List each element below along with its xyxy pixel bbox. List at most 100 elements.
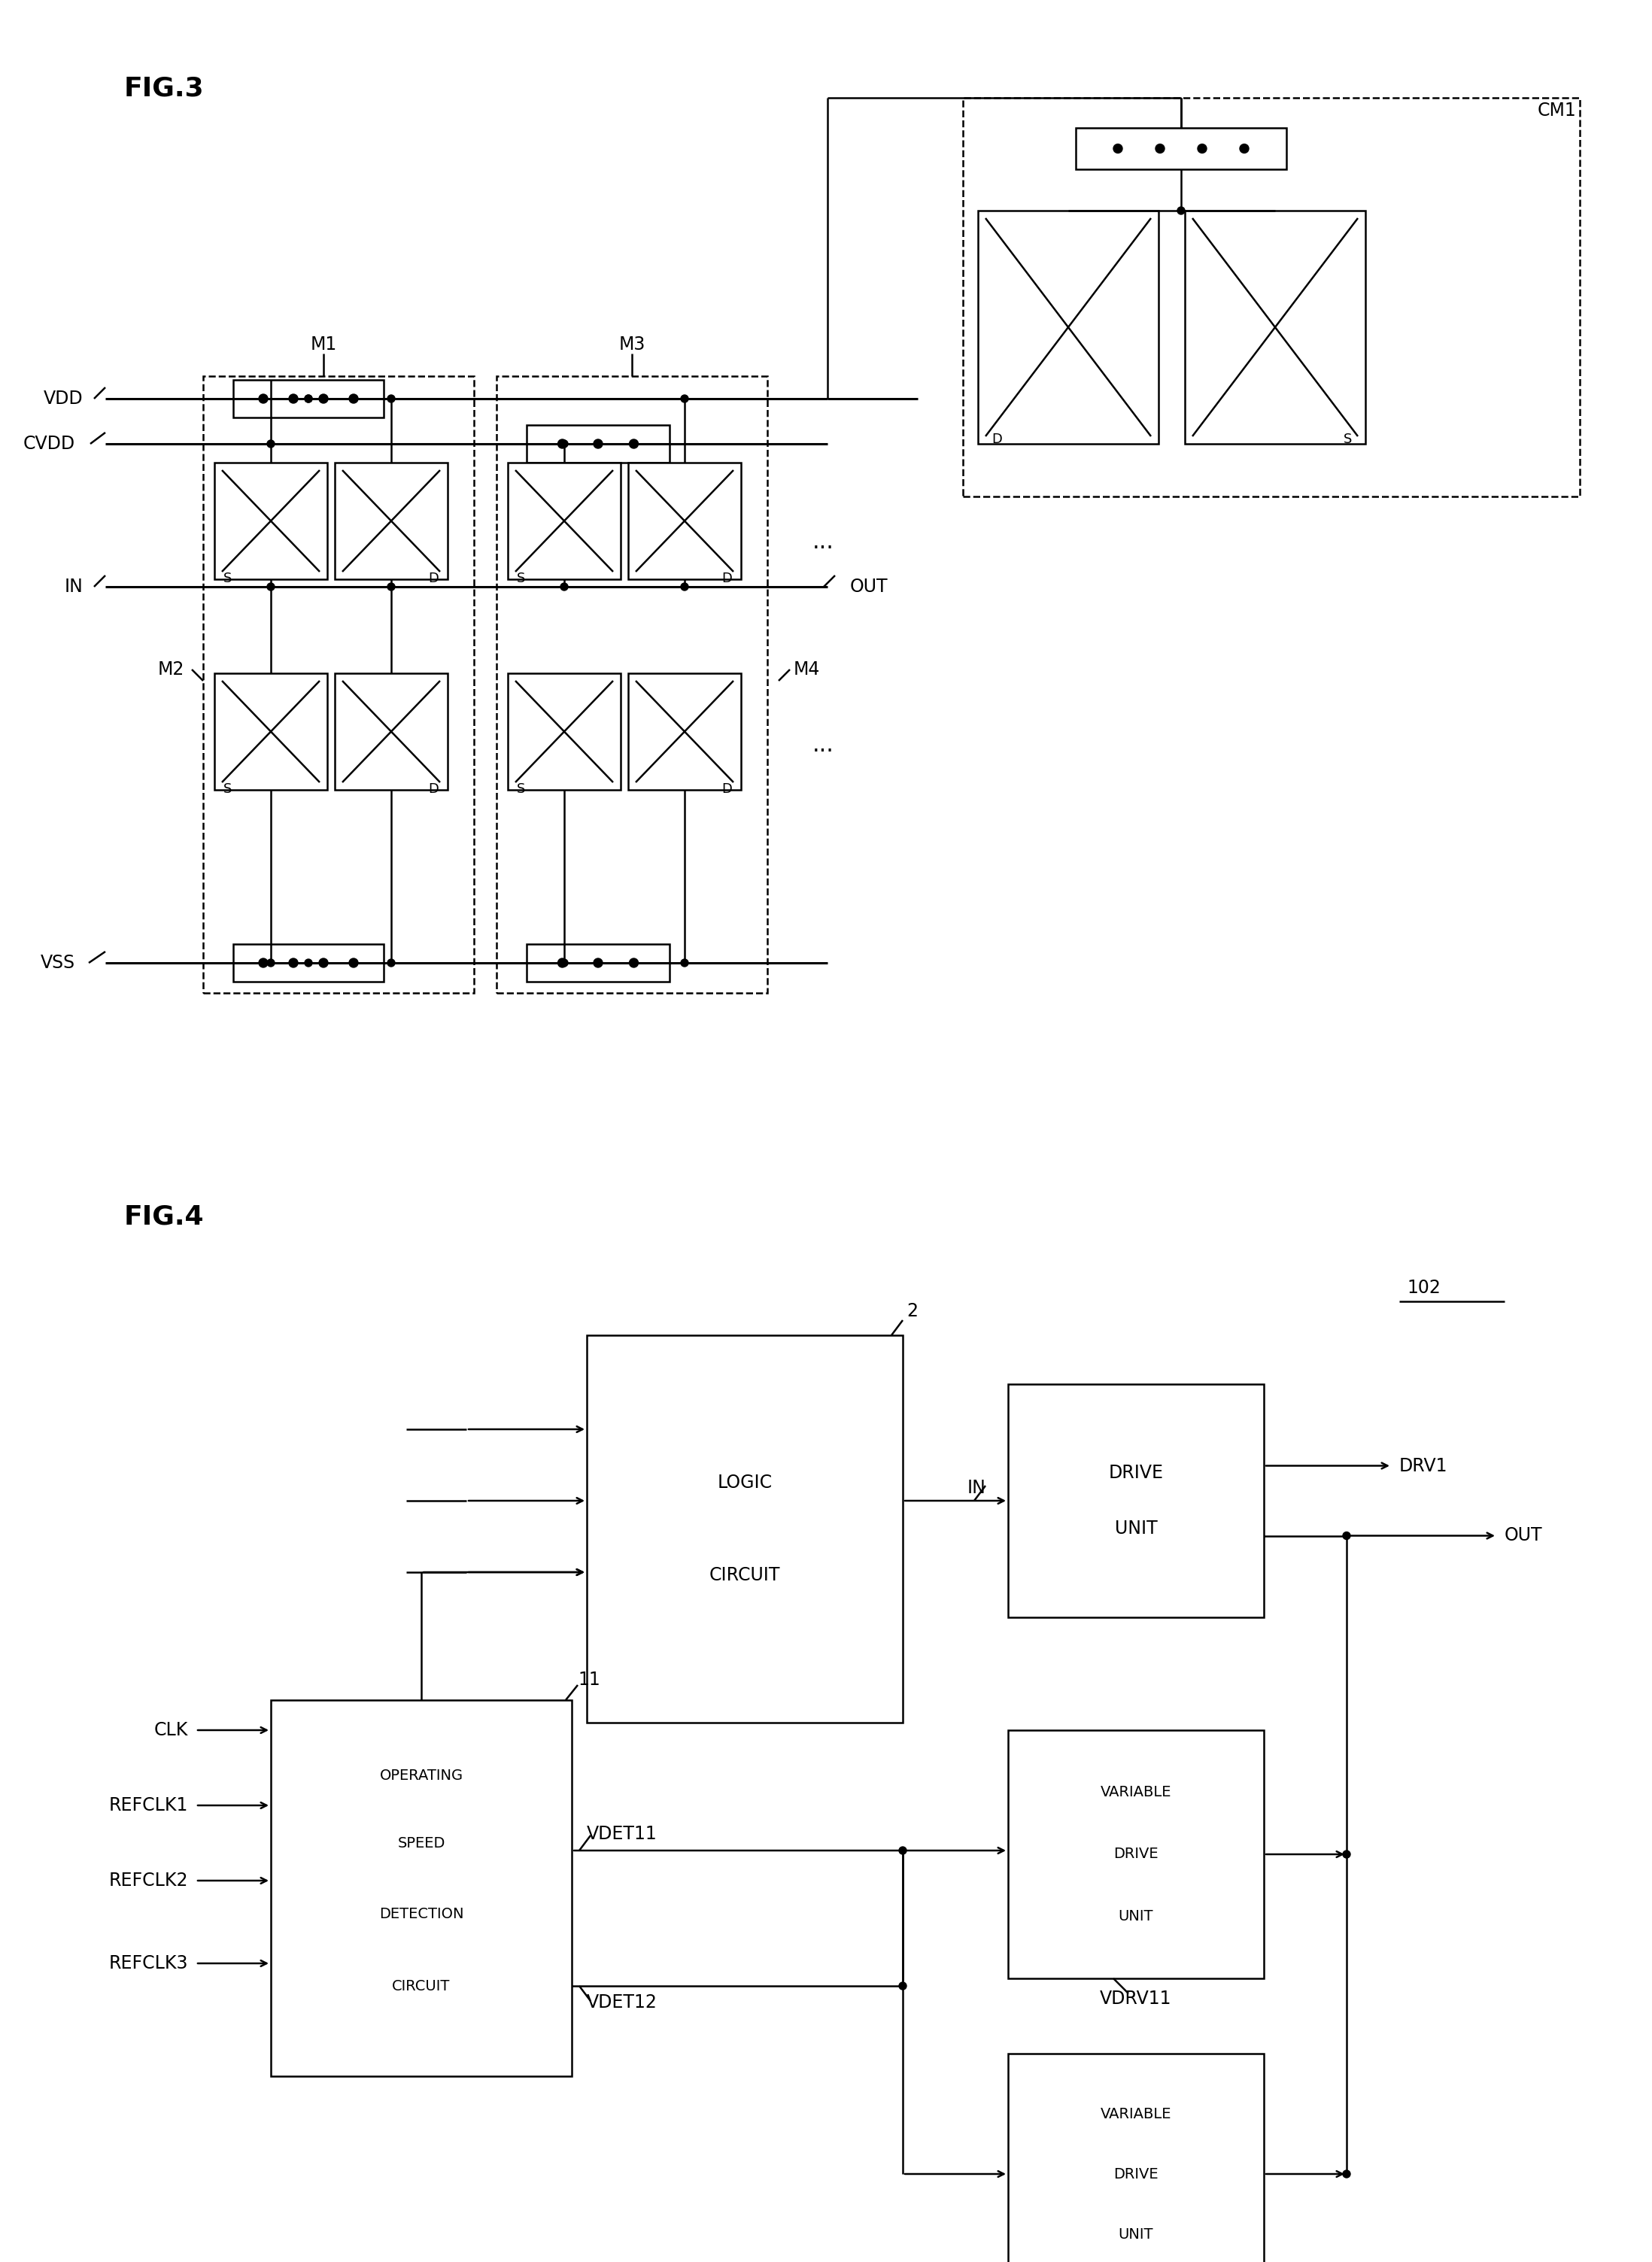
Text: D: D: [722, 783, 732, 796]
Text: S: S: [223, 783, 231, 796]
Text: SPEED: SPEED: [398, 1837, 444, 1850]
Bar: [527, 943, 669, 982]
Bar: [335, 464, 448, 579]
Text: VARIABLE: VARIABLE: [1100, 2106, 1171, 2122]
Bar: [507, 464, 621, 579]
Bar: [978, 210, 1158, 443]
Text: S: S: [1343, 432, 1351, 446]
Bar: [963, 97, 1579, 495]
Circle shape: [304, 396, 312, 403]
Text: REFCLK3: REFCLK3: [109, 1954, 188, 1972]
Circle shape: [1198, 145, 1206, 154]
Circle shape: [560, 959, 568, 966]
Text: 11: 11: [578, 1672, 600, 1690]
Text: 102: 102: [1408, 1278, 1441, 1296]
Text: M3: M3: [618, 335, 646, 353]
Text: VDRV11: VDRV11: [1100, 1991, 1171, 2009]
Circle shape: [319, 959, 329, 968]
Text: VDET11: VDET11: [586, 1825, 657, 1844]
Circle shape: [681, 959, 689, 966]
Circle shape: [1239, 145, 1249, 154]
Circle shape: [289, 394, 297, 403]
Text: FIG.4: FIG.4: [124, 1203, 205, 1228]
Circle shape: [593, 959, 603, 968]
Circle shape: [268, 441, 274, 448]
Circle shape: [349, 394, 358, 403]
Text: D: D: [428, 783, 438, 796]
Bar: [1008, 1730, 1264, 1979]
Circle shape: [595, 441, 601, 448]
Bar: [1008, 1384, 1264, 1617]
Text: LOGIC: LOGIC: [717, 1473, 771, 1491]
Text: DETECTION: DETECTION: [378, 1907, 464, 1923]
Circle shape: [1155, 145, 1165, 154]
Circle shape: [560, 584, 568, 590]
Text: REFCLK1: REFCLK1: [109, 1796, 188, 1814]
Circle shape: [1178, 206, 1184, 215]
Bar: [497, 375, 767, 993]
Text: CLK: CLK: [154, 1721, 188, 1739]
Text: UNIT: UNIT: [1115, 1520, 1158, 1538]
Text: D: D: [428, 572, 438, 586]
Circle shape: [1343, 2169, 1350, 2178]
Text: VDD: VDD: [43, 389, 83, 407]
Bar: [215, 464, 327, 579]
Circle shape: [268, 584, 274, 590]
Text: REFCLK2: REFCLK2: [109, 1871, 188, 1889]
Circle shape: [268, 959, 274, 966]
Text: UNIT: UNIT: [1118, 1909, 1153, 1923]
Bar: [628, 674, 742, 789]
Circle shape: [558, 439, 567, 448]
Text: CIRCUIT: CIRCUIT: [392, 1979, 451, 1993]
Text: D: D: [722, 572, 732, 586]
Text: S: S: [517, 572, 525, 586]
Circle shape: [319, 394, 329, 403]
Circle shape: [1113, 145, 1122, 154]
Circle shape: [899, 1846, 907, 1855]
Circle shape: [593, 439, 603, 448]
Bar: [1184, 210, 1366, 443]
Bar: [335, 674, 448, 789]
Text: IN: IN: [64, 577, 83, 595]
Text: OPERATING: OPERATING: [380, 1769, 463, 1782]
Circle shape: [595, 959, 601, 966]
Text: S: S: [517, 783, 525, 796]
Text: CM1: CM1: [1536, 102, 1576, 120]
Circle shape: [1343, 1531, 1350, 1540]
Text: IN: IN: [966, 1479, 986, 1497]
Circle shape: [304, 396, 312, 403]
Circle shape: [629, 959, 638, 968]
Bar: [527, 425, 669, 464]
Circle shape: [349, 959, 358, 968]
Text: ...: ...: [813, 532, 834, 552]
Circle shape: [388, 396, 395, 403]
Bar: [233, 380, 383, 418]
Bar: [507, 674, 621, 789]
Text: CVDD: CVDD: [23, 434, 76, 452]
Bar: [271, 1701, 572, 2077]
Text: M2: M2: [157, 661, 185, 679]
Bar: [1075, 129, 1287, 170]
Circle shape: [388, 959, 395, 966]
Circle shape: [558, 959, 567, 968]
Circle shape: [289, 959, 297, 968]
Text: OUT: OUT: [851, 577, 889, 595]
Circle shape: [304, 959, 312, 966]
Bar: [233, 943, 383, 982]
Bar: [1008, 2054, 1264, 2262]
Text: 2: 2: [907, 1303, 919, 1321]
Text: M1: M1: [311, 335, 337, 353]
Circle shape: [629, 439, 638, 448]
Text: VARIABLE: VARIABLE: [1100, 1785, 1171, 1798]
Text: DRIVE: DRIVE: [1113, 2167, 1158, 2181]
Text: S: S: [223, 572, 231, 586]
Bar: [586, 1335, 902, 1724]
Text: UNIT: UNIT: [1118, 2228, 1153, 2242]
Bar: [215, 674, 327, 789]
Text: DRIVE: DRIVE: [1113, 1848, 1158, 1862]
Text: VSS: VSS: [41, 955, 76, 973]
Circle shape: [1343, 1850, 1350, 1857]
Text: D: D: [991, 432, 1003, 446]
Text: M4: M4: [793, 661, 821, 679]
Text: VDET12: VDET12: [586, 1993, 657, 2011]
